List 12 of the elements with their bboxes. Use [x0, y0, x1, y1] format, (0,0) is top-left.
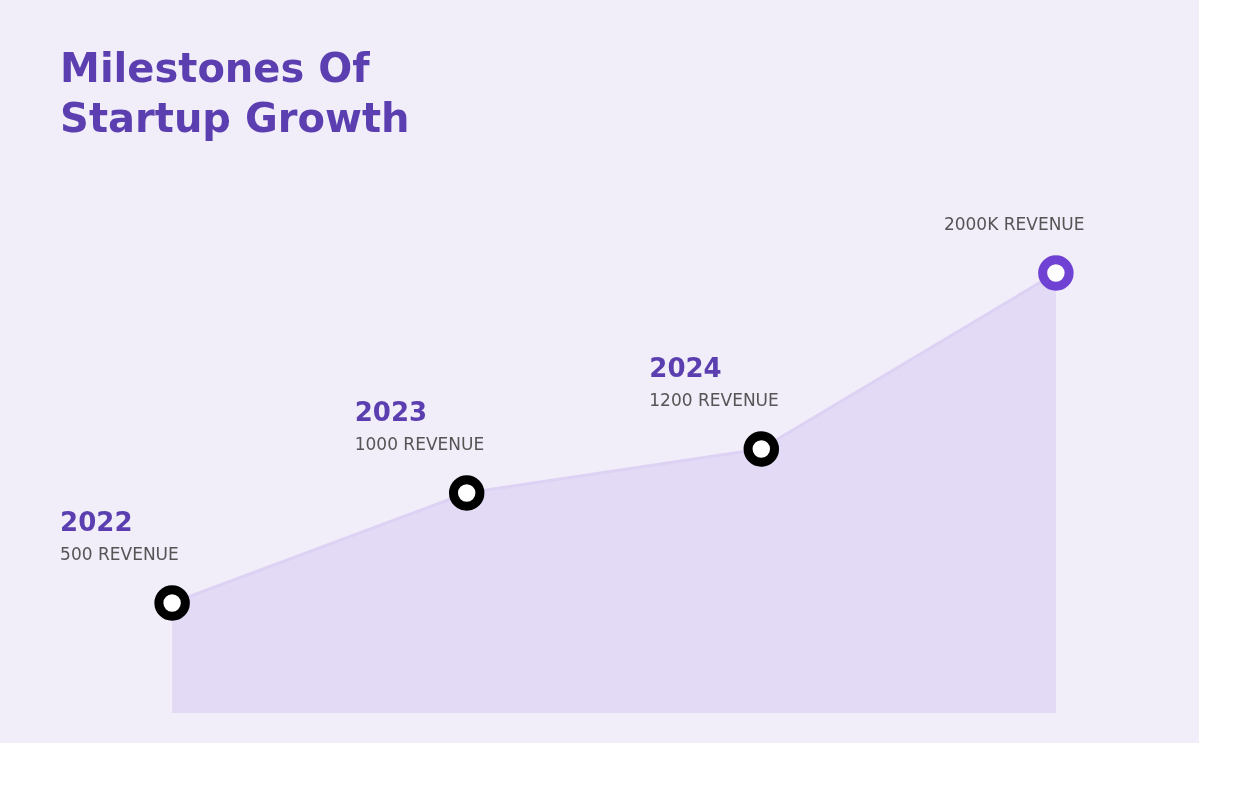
data-label: 1200 REVENUE	[649, 390, 779, 410]
x-tick-label: 2022	[60, 507, 133, 537]
point	[448, 475, 485, 511]
data-label: 500 REVENUE	[60, 544, 179, 564]
point	[743, 431, 780, 467]
chart-title: Milestones Of Startup Growth	[60, 45, 410, 141]
point	[1038, 255, 1074, 291]
x-tick-label: 2024	[649, 353, 722, 383]
data-label: 2000K REVENUE	[943, 214, 1085, 234]
data-label: 1000 REVENUE	[354, 434, 485, 454]
point	[154, 585, 190, 621]
x-tick-label: 2023	[354, 397, 428, 427]
